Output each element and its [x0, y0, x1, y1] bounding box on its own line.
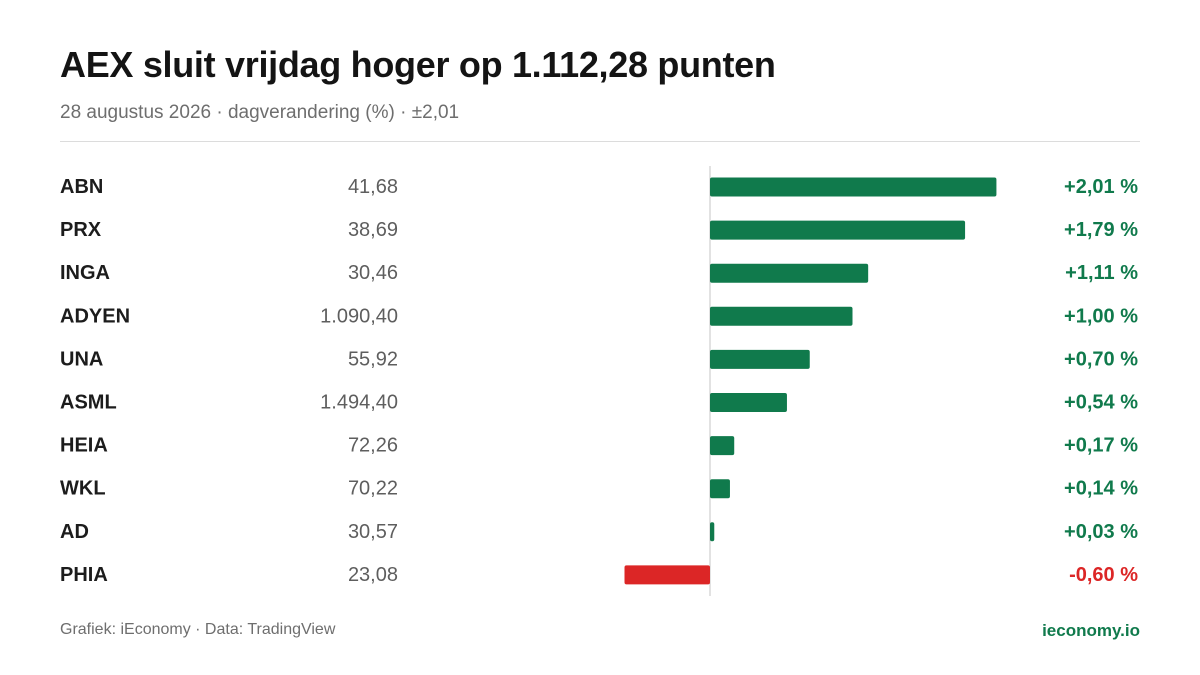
- bar-row: [710, 263, 869, 283]
- bar-row: [710, 436, 735, 456]
- bar: [710, 479, 730, 499]
- bar: [710, 522, 715, 542]
- change-label: +1,00 %: [1064, 305, 1138, 327]
- header-divider: [60, 141, 1140, 142]
- price-label: 41,68: [348, 176, 398, 198]
- ticker-label: ABN: [60, 176, 103, 198]
- bar: [710, 220, 966, 240]
- change-label: +0,14 %: [1064, 478, 1138, 500]
- footer-source: Grafiek: iEconomy · Data: TradingView: [60, 621, 336, 638]
- price-label: 30,46: [348, 262, 398, 284]
- price-label: 55,92: [348, 348, 398, 370]
- bar-row: [710, 479, 730, 499]
- bar: [710, 177, 997, 197]
- price-label: 72,26: [348, 435, 398, 457]
- change-label: +0,03 %: [1064, 521, 1138, 543]
- bar-row: [710, 522, 715, 542]
- change-label: +0,17 %: [1064, 435, 1138, 457]
- change-label: +1,11 %: [1065, 262, 1138, 284]
- footer-brand[interactable]: ieconomy.io: [1042, 621, 1140, 640]
- ticker-label: WKL: [60, 478, 106, 500]
- price-label: 23,08: [348, 564, 398, 586]
- ticker-label: HEIA: [60, 435, 108, 457]
- price-label: 30,57: [348, 521, 398, 543]
- bar: [624, 565, 710, 585]
- bar-row: [710, 393, 787, 412]
- ticker-label: PRX: [60, 219, 102, 241]
- change-label: +1,79 %: [1064, 219, 1138, 241]
- change-label: +2,01 %: [1064, 176, 1138, 198]
- price-label: 1.494,40: [320, 392, 398, 414]
- bar: [710, 306, 853, 326]
- ticker-label: ADYEN: [60, 305, 130, 327]
- change-label: +0,54 %: [1064, 392, 1138, 414]
- chart-subtitle: 28 augustus 2026 · dagverandering (%) · …: [60, 102, 460, 123]
- change-label: -0,60 %: [1069, 564, 1138, 586]
- price-label: 38,69: [348, 219, 398, 241]
- price-label: 1.090,40: [320, 305, 398, 327]
- chart-title: AEX sluit vrijdag hoger op 1.112,28 punt…: [60, 44, 776, 85]
- ticker-label: UNA: [60, 348, 103, 370]
- price-label: 70,22: [348, 478, 398, 500]
- ticker-label: PHIA: [60, 564, 108, 586]
- bar: [710, 263, 869, 283]
- bar-row: [710, 349, 810, 369]
- bar-row: [710, 220, 966, 240]
- bar-row: [710, 177, 997, 197]
- ticker-label: AD: [60, 521, 89, 543]
- bar: [710, 393, 787, 412]
- bar-row: [710, 306, 853, 326]
- change-label: +0,70 %: [1064, 348, 1138, 370]
- bar: [710, 349, 810, 369]
- ticker-label: ASML: [60, 392, 117, 414]
- bar-row: [624, 565, 710, 585]
- bar: [710, 436, 735, 456]
- ticker-label: INGA: [60, 262, 110, 284]
